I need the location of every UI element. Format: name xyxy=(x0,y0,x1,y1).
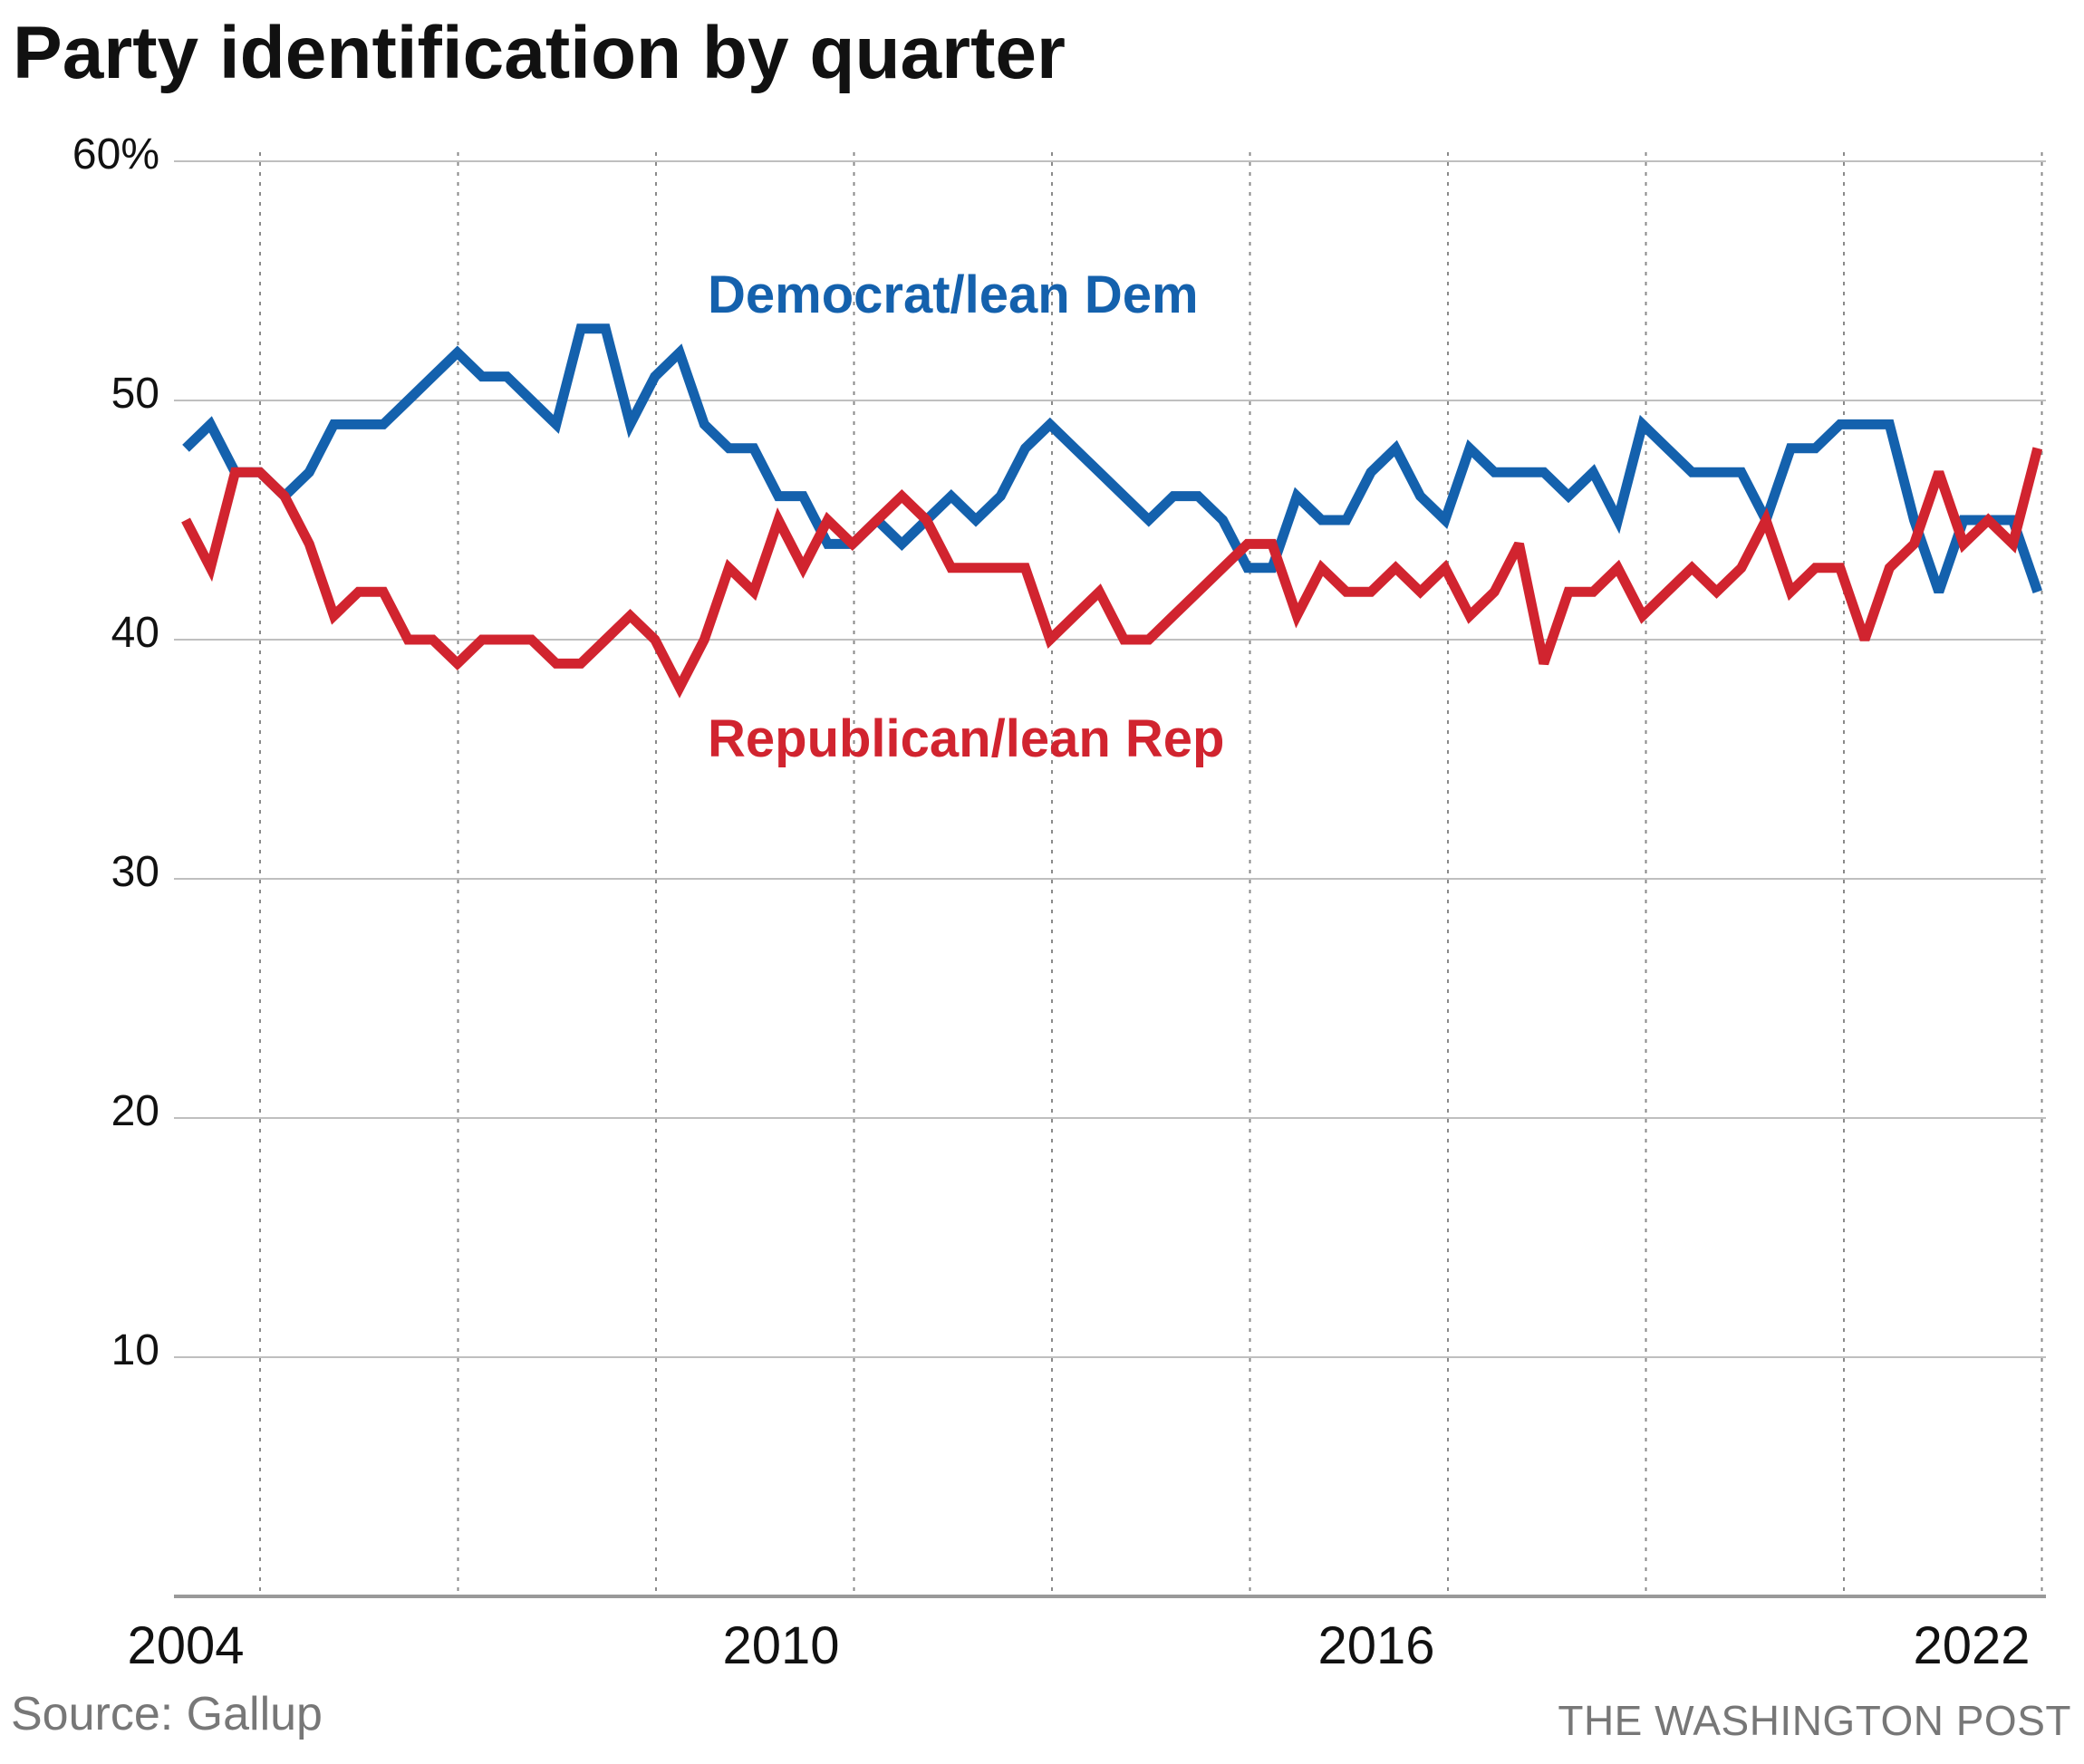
rep-series-line xyxy=(181,447,2043,699)
x-tick-label: 2004 xyxy=(127,1616,244,1675)
y-tick-label: 40 xyxy=(111,609,159,657)
dem-series-label: Democrat/lean Dem xyxy=(708,265,1199,324)
series-lines xyxy=(181,323,2043,699)
publisher-credit: THE WASHINGTON POST xyxy=(1558,1697,2071,1744)
y-tick-label: 20 xyxy=(111,1087,159,1135)
series-labels: Democrat/lean Dem Republican/lean Rep xyxy=(708,265,1224,768)
dem-series-line xyxy=(182,323,2042,593)
y-tick-label: 10 xyxy=(111,1326,159,1374)
y-tick-label: 30 xyxy=(111,848,159,896)
grid-lines xyxy=(174,152,2046,1596)
x-tick-label: 2016 xyxy=(1317,1616,1434,1675)
x-tick-label: 2010 xyxy=(722,1616,839,1675)
rep-series-label: Republican/lean Rep xyxy=(708,709,1224,768)
x-tick-label: 2022 xyxy=(1913,1616,2030,1675)
source-note: Source: Gallup xyxy=(11,1688,323,1740)
y-tick-label: 50 xyxy=(111,370,159,418)
y-tick-label: 60% xyxy=(72,130,159,178)
chart-title: Party identification by quarter xyxy=(13,12,1066,94)
